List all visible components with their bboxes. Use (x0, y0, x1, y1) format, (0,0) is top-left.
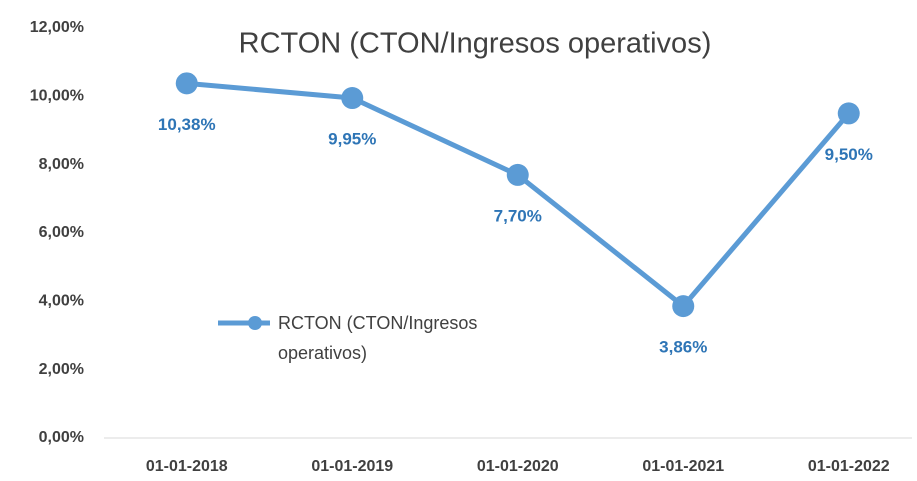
x-tick-label: 01-01-2018 (146, 458, 228, 475)
data-point (506, 163, 529, 186)
y-tick-label: 2,00% (39, 361, 84, 378)
data-label: 9,50% (825, 145, 873, 164)
data-label: 7,70% (494, 206, 542, 225)
x-tick-label: 01-01-2021 (642, 458, 724, 475)
data-label: 3,86% (659, 338, 707, 357)
y-tick-label: 10,00% (30, 88, 84, 105)
y-tick-label: 12,00% (30, 19, 84, 36)
data-label: 10,38% (158, 115, 216, 134)
x-tick-label: 01-01-2020 (477, 458, 559, 475)
legend-label: RCTON (CTON/Ingresos operativos) (278, 313, 478, 363)
y-tick-label: 4,00% (39, 293, 84, 310)
chart-title: RCTON (CTON/Ingresos operativos) (239, 28, 712, 60)
data-label: 9,95% (328, 130, 376, 149)
x-tick-label: 01-01-2019 (311, 458, 393, 475)
legend-marker (248, 316, 262, 330)
y-tick-label: 8,00% (39, 156, 84, 173)
data-point (175, 72, 198, 95)
y-tick-label: 6,00% (39, 224, 84, 241)
data-point (672, 295, 695, 318)
x-tick-label: 01-01-2022 (808, 458, 890, 475)
y-tick-label: 0,00% (39, 429, 84, 446)
data-point (837, 102, 860, 125)
series-line (186, 80, 851, 309)
legend-box: RCTON (CTON/Ingresos operativos) (278, 313, 478, 363)
data-point (341, 87, 364, 110)
